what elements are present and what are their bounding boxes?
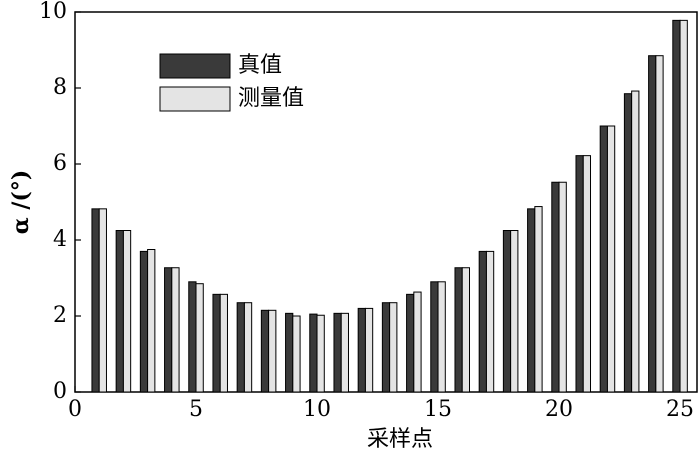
- bar: [558, 181, 567, 393]
- bar: [631, 90, 640, 393]
- bar: [510, 230, 519, 393]
- bar: [292, 315, 301, 393]
- bar: [212, 293, 221, 393]
- bar: [575, 155, 584, 393]
- y-tick-label: 2: [53, 303, 67, 328]
- bar: [243, 302, 253, 393]
- x-tick-label: 10: [303, 397, 331, 422]
- bar: [430, 281, 439, 393]
- bar: [260, 309, 270, 393]
- bar: [364, 307, 374, 393]
- bar: [599, 125, 608, 393]
- bar: [502, 230, 512, 393]
- legend-swatch: [159, 86, 231, 112]
- x-tick-label: 25: [666, 397, 694, 422]
- bar: [478, 250, 487, 393]
- y-tick-label: 8: [53, 75, 67, 100]
- y-tick-label: 10: [39, 0, 67, 24]
- x-tick-label: 15: [424, 397, 452, 422]
- y-axis-label: α /(°): [8, 170, 34, 234]
- x-axis-label: 采样点: [367, 427, 433, 452]
- bar: [381, 302, 391, 393]
- bar: [623, 93, 633, 393]
- bar: [188, 281, 197, 393]
- y-tick-label: 4: [53, 227, 67, 252]
- bar: [406, 293, 415, 393]
- bar: [340, 312, 349, 393]
- bar: [164, 267, 173, 393]
- bar: [147, 249, 156, 393]
- legend-label: 真值: [238, 53, 282, 78]
- bar: [195, 283, 204, 393]
- bar: [413, 291, 422, 393]
- bar: [606, 125, 616, 393]
- bar: [461, 267, 470, 393]
- x-tick-label: 20: [545, 397, 573, 422]
- legend-label: 测量值: [238, 86, 304, 111]
- y-tick-label: 0: [53, 379, 67, 404]
- bar: [655, 55, 664, 393]
- bar: [485, 250, 495, 393]
- bar: [551, 181, 560, 393]
- legend-swatch: [159, 53, 231, 79]
- bar: [582, 155, 592, 393]
- bar: [236, 302, 245, 393]
- bar: [316, 314, 325, 393]
- y-tick-label: 6: [53, 151, 67, 176]
- bar: [437, 281, 446, 393]
- bar: [648, 55, 657, 393]
- bar: [115, 230, 124, 393]
- bar: [357, 307, 366, 393]
- bar: [389, 302, 398, 393]
- bar: [268, 309, 277, 393]
- bar: [219, 293, 228, 393]
- bar: [91, 208, 100, 393]
- x-tick-label: 5: [189, 397, 203, 422]
- x-tick-label: 0: [68, 397, 82, 422]
- bar: [679, 19, 688, 393]
- bar: [333, 312, 342, 393]
- bar: [527, 208, 536, 393]
- bar: [309, 313, 318, 393]
- bar: [285, 312, 294, 393]
- bar: [122, 230, 132, 393]
- bar: [171, 267, 180, 393]
- bar: [672, 19, 681, 393]
- bar: [454, 267, 463, 393]
- bar: [139, 250, 149, 393]
- bar: [534, 206, 543, 393]
- bar: [98, 208, 107, 393]
